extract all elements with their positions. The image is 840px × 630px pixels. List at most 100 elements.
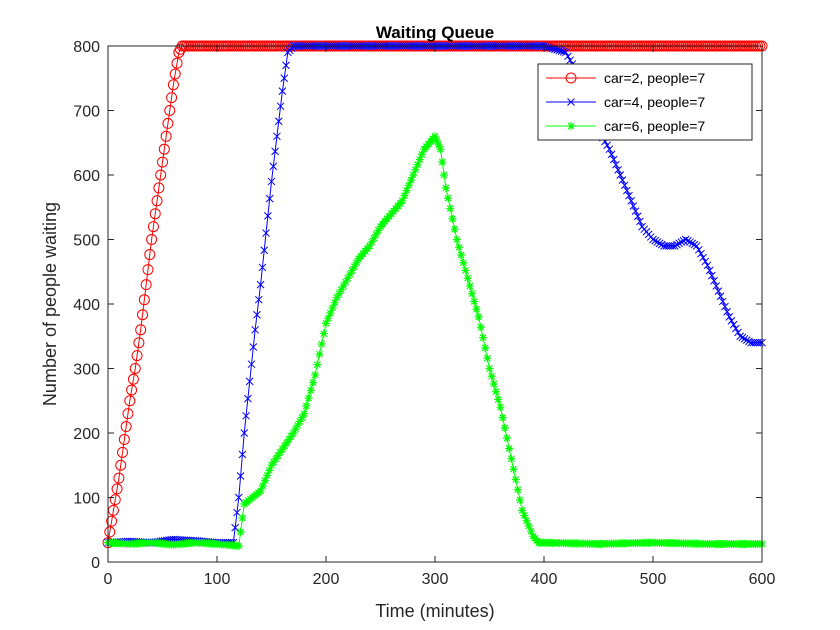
series-2-marker <box>276 102 285 111</box>
series-2-marker <box>716 292 725 301</box>
series-1-marker <box>135 324 147 336</box>
series-2-marker <box>278 87 287 96</box>
series-1-marker <box>118 433 130 445</box>
x-tick-label: 200 <box>313 571 340 588</box>
series-3-marker <box>236 527 245 536</box>
series-3-marker <box>234 541 243 550</box>
series-3-marker <box>291 425 300 434</box>
series-3-marker <box>300 409 309 418</box>
series-3-marker <box>509 465 518 474</box>
series-3-marker <box>256 487 265 496</box>
series-2-marker <box>708 271 716 280</box>
series-3-marker <box>341 278 350 287</box>
series-2-marker <box>622 186 631 195</box>
series-3-marker <box>524 521 533 530</box>
series-3-marker <box>438 158 447 167</box>
series-3-marker <box>295 417 304 426</box>
series-3-marker <box>348 266 357 275</box>
series-3-marker <box>287 432 296 441</box>
series-1-marker <box>129 363 141 374</box>
series-3-marker <box>269 458 278 467</box>
series-2-marker <box>725 313 734 321</box>
series-3-marker <box>367 238 376 247</box>
legend-item-3: car=6, people=7 <box>546 118 705 134</box>
series-2-marker <box>566 56 575 65</box>
series-3-marker <box>276 448 285 457</box>
series-3-marker <box>352 258 361 267</box>
series-2-marker <box>742 336 751 344</box>
x-axis-label: Time (minutes) <box>375 601 494 621</box>
series-3-marker <box>431 132 439 141</box>
series-1-marker <box>131 350 143 362</box>
series-1-marker <box>158 143 170 155</box>
series-2-marker <box>244 394 252 403</box>
series-2-marker <box>692 242 701 250</box>
series-1-marker <box>171 57 183 69</box>
series-3-marker <box>483 354 492 363</box>
series-2-marker <box>618 176 627 185</box>
series-1-marker <box>146 234 158 245</box>
series-2-marker <box>699 253 707 262</box>
y-tick-label: 800 <box>73 39 100 56</box>
series-3-marker <box>265 466 274 475</box>
series-1-marker <box>138 294 150 306</box>
series-3-marker <box>476 323 485 332</box>
series-3-marker <box>298 413 307 422</box>
series-2-marker <box>673 240 681 249</box>
series-3-marker <box>372 230 381 239</box>
x-tick-label: 100 <box>204 571 231 588</box>
series-2-marker <box>551 45 559 54</box>
series-3-marker <box>289 429 298 437</box>
series-3 <box>104 132 766 550</box>
series-3-marker <box>444 194 453 203</box>
series-2-marker <box>609 155 618 164</box>
series-2-marker <box>265 194 274 203</box>
series-1-marker <box>144 249 156 261</box>
series-3-marker <box>440 171 449 179</box>
series-2-marker <box>282 61 290 70</box>
legend-marker <box>565 72 577 84</box>
series-3-marker <box>345 270 354 279</box>
series-2-marker <box>603 141 612 150</box>
series-3-marker <box>365 241 374 250</box>
series-2-marker <box>245 377 254 386</box>
series-2-marker <box>670 242 679 250</box>
y-tick-label: 300 <box>73 362 100 379</box>
series-2-marker <box>651 236 660 245</box>
series-3-marker <box>485 364 494 373</box>
series-2-marker <box>627 196 636 205</box>
series-3-marker <box>317 339 326 348</box>
series-2-marker <box>710 276 718 285</box>
series-2-marker <box>258 263 267 272</box>
series-2-marker <box>236 472 245 480</box>
series-3-marker <box>306 386 315 395</box>
series-3-marker <box>478 333 487 342</box>
series-1-marker <box>157 156 168 168</box>
series-3-marker <box>516 496 525 505</box>
series-3-marker <box>278 445 287 454</box>
series-2-marker <box>657 240 666 249</box>
series-3-marker <box>409 171 418 179</box>
series-2-marker <box>718 297 727 306</box>
series-2-marker <box>561 48 570 57</box>
series-3-marker <box>350 262 359 271</box>
series-3-marker <box>500 423 509 432</box>
series-2-marker <box>633 212 642 221</box>
series-3-marker <box>520 511 529 520</box>
series-3-marker <box>313 360 322 369</box>
series-3-marker <box>511 475 520 484</box>
series-3-marker <box>417 150 426 159</box>
x-tick-label: 500 <box>640 571 667 588</box>
series-1-marker <box>109 494 121 506</box>
series-1-marker <box>133 337 145 349</box>
series-3-marker <box>507 454 516 463</box>
series-3-marker <box>404 181 413 190</box>
series-3-marker <box>489 379 498 388</box>
legend-item-1: car=2, people=7 <box>546 70 705 86</box>
series-3-marker <box>505 444 514 453</box>
series-2-marker <box>694 245 703 254</box>
series-3-marker <box>492 387 501 396</box>
series-3-marker <box>481 343 490 352</box>
series-2-marker <box>625 191 633 200</box>
series-3-marker <box>446 204 455 213</box>
